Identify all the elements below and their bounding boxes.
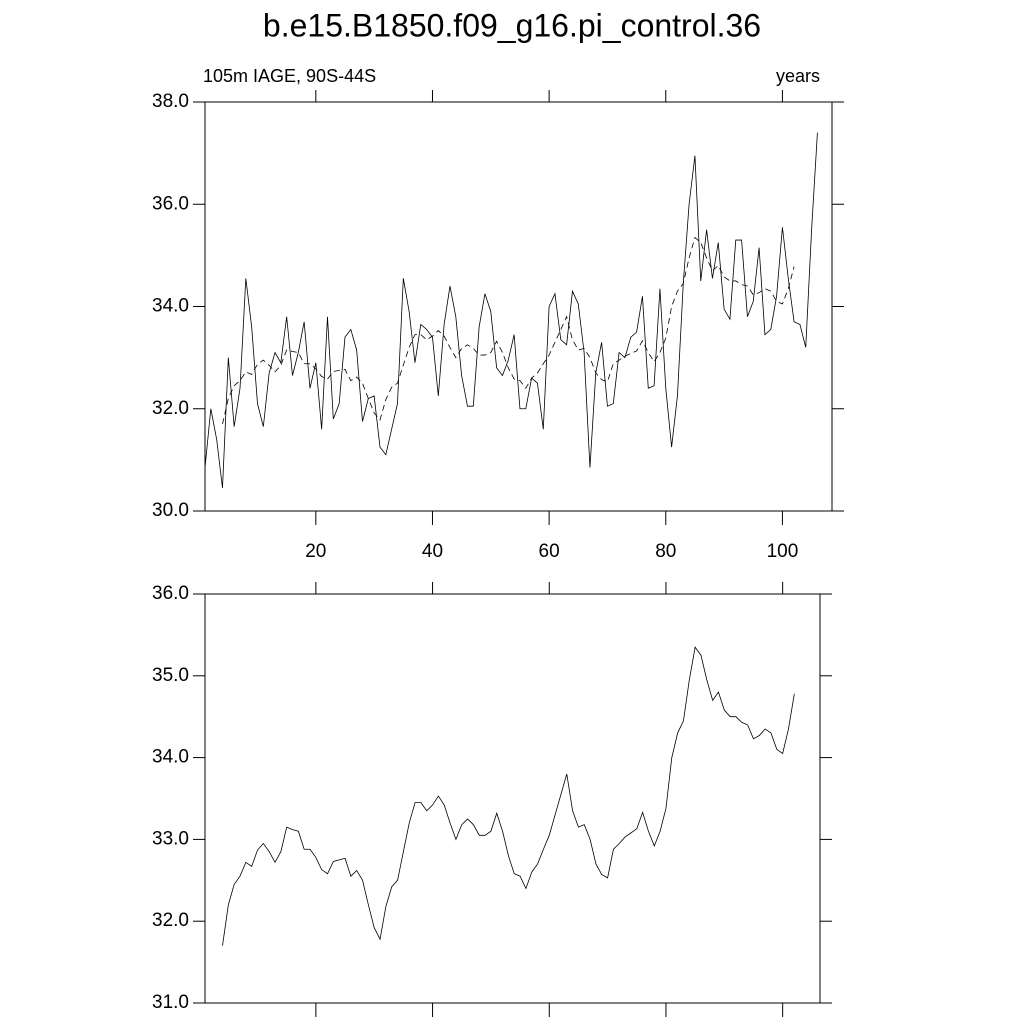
plot-frame	[204, 101, 833, 512]
x-tick-label: 20	[305, 541, 326, 562]
y-tick-label: 31.0	[152, 992, 189, 1013]
right-label: years	[776, 66, 820, 86]
y-tick-label: 36.0	[152, 193, 189, 214]
x-tick-label: 80	[655, 541, 676, 562]
x-tick-label: 100	[767, 541, 799, 562]
figure-title: b.e15.B1850.f09_g16.pi_control.36	[263, 7, 761, 43]
y-tick-label: 32.0	[152, 910, 189, 931]
x-tick-label: 40	[422, 541, 443, 562]
y-tick-label: 38.0	[152, 91, 189, 112]
plot-frame	[204, 593, 821, 1004]
y-tick-label: 34.0	[152, 747, 189, 768]
y-tick-label: 36.0	[152, 583, 189, 604]
x-tick-label: 60	[539, 541, 560, 562]
y-tick-label: 33.0	[152, 828, 189, 849]
series-line	[222, 236, 795, 425]
y-tick-label: 32.0	[152, 398, 189, 419]
y-tick-label: 35.0	[152, 665, 189, 686]
left-label: 105m IAGE, 90S-44S	[203, 66, 376, 86]
y-tick-label: 34.0	[152, 296, 189, 317]
series-line	[204, 132, 818, 489]
series-line	[222, 646, 795, 946]
y-tick-label: 30.0	[152, 500, 189, 521]
